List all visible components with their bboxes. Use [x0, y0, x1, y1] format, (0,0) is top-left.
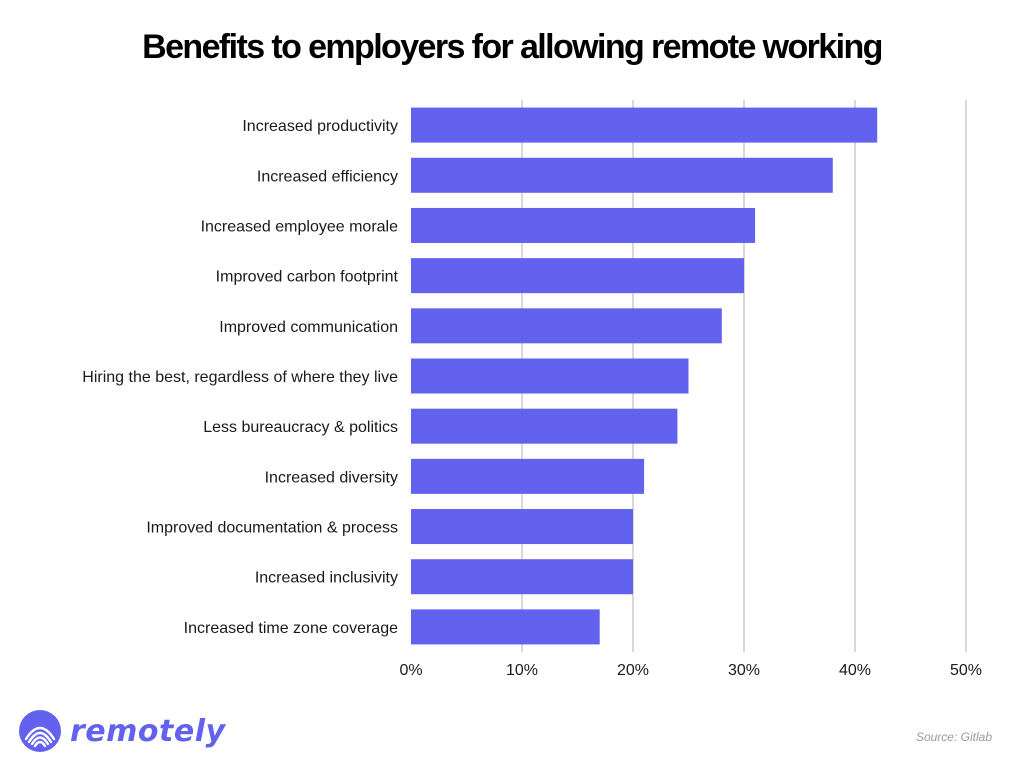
x-axis-tick-labels: 0% 10% 20% 30% 40% 50% — [399, 662, 982, 679]
category-label: Increased efficiency — [257, 168, 398, 185]
bars — [411, 107, 878, 645]
remotely-logo: remotely — [18, 708, 226, 754]
category-label: Increased productivity — [242, 118, 398, 135]
category-label: Improved communication — [219, 319, 398, 336]
category-labels: Increased productivity Increased efficien… — [82, 118, 398, 637]
x-tick-label: 30% — [728, 662, 760, 679]
category-label: Less bureaucracy & politics — [203, 419, 398, 436]
category-label: Hiring the best, regardless of where the… — [82, 369, 398, 386]
bar — [411, 107, 878, 143]
bar — [411, 509, 633, 545]
bar — [411, 458, 645, 494]
category-label: Increased diversity — [265, 469, 398, 486]
x-tick-label: 20% — [617, 662, 649, 679]
category-label: Increased time zone coverage — [184, 620, 398, 637]
source-note: Source: Gitlab — [915, 730, 992, 744]
remotely-logo-icon — [19, 710, 61, 752]
category-label: Improved documentation & process — [146, 520, 398, 537]
bar — [411, 157, 833, 193]
bar — [411, 559, 633, 595]
brand-name: remotely — [70, 713, 226, 749]
x-tick-label: 10% — [506, 662, 538, 679]
bar — [411, 308, 722, 344]
category-label: Improved carbon footprint — [216, 269, 399, 286]
bar — [411, 258, 744, 294]
x-tick-label: 50% — [950, 662, 982, 679]
x-tick-label: 40% — [839, 662, 871, 679]
category-label: Increased employee morale — [201, 218, 399, 235]
x-tick-label: 0% — [399, 662, 422, 679]
bar — [411, 408, 678, 444]
bar — [411, 358, 689, 394]
bar — [411, 207, 756, 243]
bar — [411, 609, 600, 645]
bar-chart: Increased productivity Increased efficien… — [82, 100, 982, 679]
category-label: Increased inclusivity — [255, 570, 398, 587]
chart-title: Benefits to employers for allowing remot… — [142, 28, 883, 66]
